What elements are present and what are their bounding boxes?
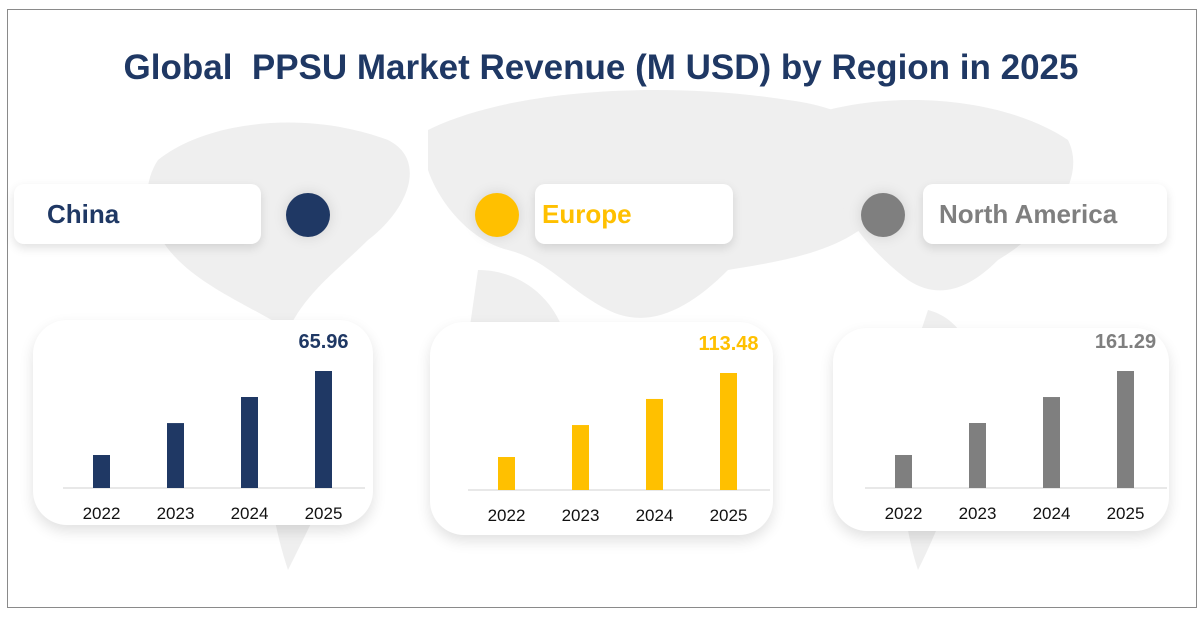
bar-2025 (720, 373, 737, 490)
x-tick-label: 2024 (231, 504, 269, 523)
x-tick-label: 2024 (1033, 504, 1071, 523)
x-tick-label: 2025 (1107, 504, 1145, 523)
bar-chart-north-america: 2022 2023 2024 2025 161.29 (833, 328, 1169, 531)
bar-2023 (167, 423, 184, 488)
legend-dot-europe (475, 193, 519, 237)
chart-svg: 2022 2023 2024 2025 65.96 (63, 331, 365, 523)
bar-2022 (895, 454, 912, 488)
x-tick-label: 2022 (83, 504, 121, 523)
x-tick-label: 2023 (562, 506, 600, 525)
bar-2025 (315, 371, 332, 488)
chart-svg: 2022 2023 2024 2025 113.48 (468, 333, 770, 525)
x-tick-label: 2025 (710, 506, 748, 525)
bar-chart-europe: 2022 2023 2024 2025 113.48 (430, 322, 773, 535)
data-label: 65.96 (298, 331, 348, 353)
x-tick-label: 2023 (959, 504, 997, 523)
x-tick-label: 2024 (636, 506, 674, 525)
bar-2023 (572, 425, 589, 490)
region-label-china: China (14, 184, 261, 244)
region-label-europe: Europe (535, 184, 733, 244)
x-tick-label: 2022 (488, 506, 526, 525)
bar-2022 (498, 457, 515, 490)
data-label: 113.48 (698, 333, 758, 355)
chart-title: Global PPSU Market Revenue (M USD) by Re… (123, 48, 1079, 87)
x-tick-label: 2023 (157, 504, 195, 523)
chart-svg: 2022 2023 2024 2025 161.29 (865, 331, 1167, 523)
bar-2022 (93, 455, 110, 488)
bar-2024 (646, 398, 663, 490)
bar-2025 (1117, 371, 1134, 488)
legend-dot-north-america (861, 193, 905, 237)
bar-2024 (241, 397, 258, 488)
legend-dot-china (286, 193, 330, 237)
bar-2023 (969, 423, 986, 488)
x-tick-label: 2025 (305, 504, 343, 523)
bar-2024 (1043, 397, 1060, 488)
x-tick-label: 2022 (885, 504, 923, 523)
data-label: 161.29 (1095, 331, 1156, 353)
region-label-north-america: North America (923, 184, 1167, 244)
bar-chart-china: 2022 2023 2024 2025 65.96 (33, 320, 373, 525)
